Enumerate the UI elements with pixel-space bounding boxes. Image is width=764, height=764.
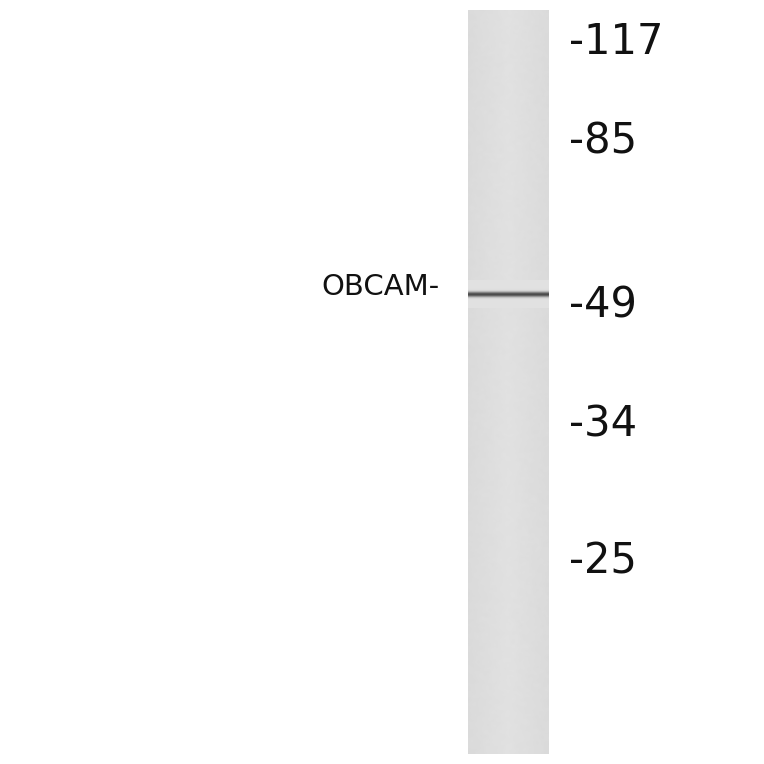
Text: OBCAM-: OBCAM- <box>321 273 439 300</box>
Text: -34: -34 <box>569 403 637 445</box>
Text: -49: -49 <box>569 285 637 326</box>
Text: -117: -117 <box>569 21 664 63</box>
Text: -25: -25 <box>569 541 637 582</box>
Text: -85: -85 <box>569 121 637 162</box>
